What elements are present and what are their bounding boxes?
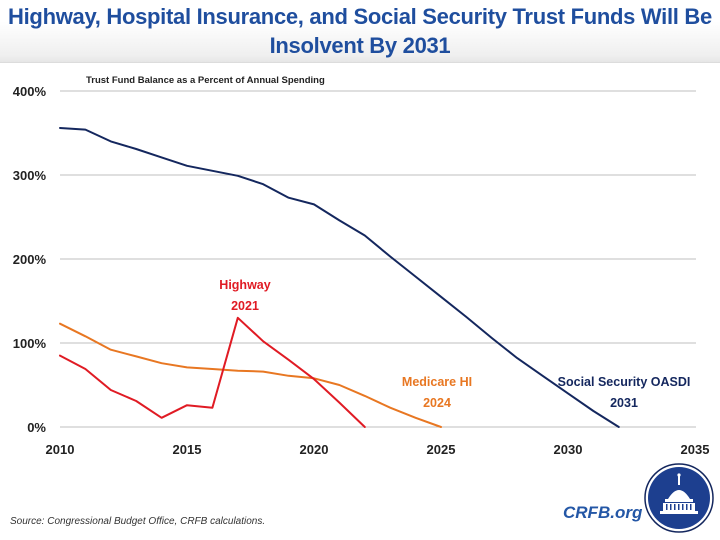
annotation-highway-year: 2021 [231, 299, 259, 313]
series-annotations: Highway 2021 Medicare HI 2024 Social Securit… [219, 278, 690, 410]
series-highway [59, 316, 366, 428]
series-social-security-oasdi [59, 127, 620, 428]
series-line-medicare-hi [59, 322, 442, 428]
x-tick-label: 2025 [427, 442, 456, 457]
chart-title: Highway, Hospital Insurance, and Social … [8, 4, 712, 58]
x-tick-label: 2035 [681, 442, 710, 457]
x-axis-ticks: 2010 2015 2020 2025 2030 2035 [46, 442, 710, 457]
y-tick-label: 200% [13, 252, 47, 267]
y-tick-label: 400% [13, 84, 47, 99]
source-note: Source: Congressional Budget Office, CRF… [10, 516, 266, 527]
capitol-dome-logo-icon [644, 463, 714, 533]
x-tick-label: 2030 [554, 442, 583, 457]
annotation-medicare-hi-name: Medicare HI [402, 375, 472, 389]
x-tick-label: 2010 [46, 442, 75, 457]
series-lines [59, 127, 620, 428]
y-tick-label: 300% [13, 168, 47, 183]
series-line-social-security-oasdi [59, 127, 620, 428]
annotation-social-security-oasdi-year: 2031 [610, 396, 638, 410]
crfb-link[interactable]: CRFB.org [563, 503, 643, 522]
title-band [0, 0, 720, 63]
series-line-highway [59, 316, 366, 428]
x-tick-label: 2015 [173, 442, 202, 457]
annotation-medicare-hi-year: 2024 [423, 396, 451, 410]
gridlines [60, 90, 696, 428]
y-tick-label: 0% [27, 420, 46, 435]
annotation-social-security-oasdi-name: Social Security OASDI [558, 375, 691, 389]
y-tick-label: 100% [13, 336, 47, 351]
series-medicare-hi [59, 322, 442, 428]
x-tick-label: 2020 [300, 442, 329, 457]
y-axis-ticks: 0% 100% 200% 300% 400% [13, 84, 47, 435]
chart-subtitle: Trust Fund Balance as a Percent of Annua… [86, 75, 325, 86]
annotation-highway-name: Highway [219, 278, 270, 292]
